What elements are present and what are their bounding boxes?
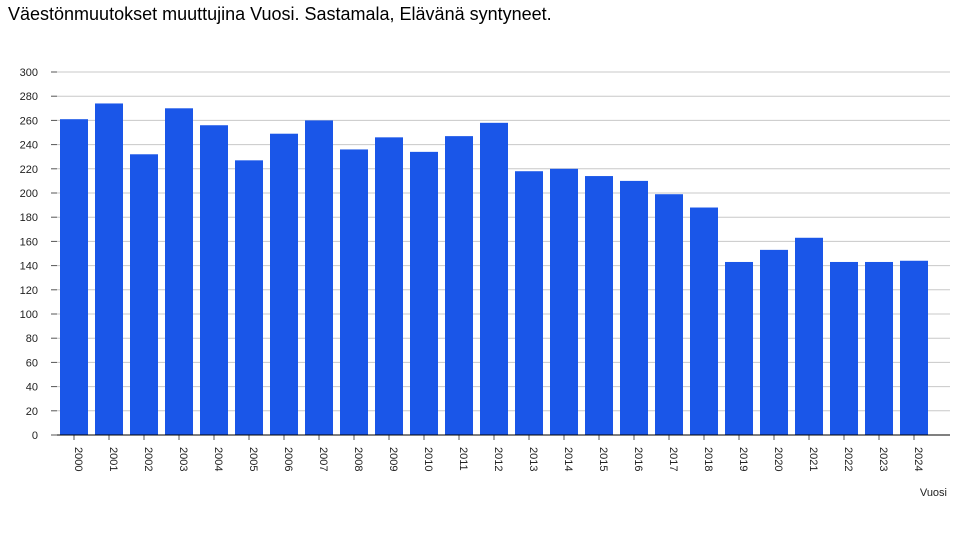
y-tick-label: 140 [20,261,38,273]
x-tick-label: 2012 [492,447,504,471]
x-tick-label: 2019 [737,447,749,471]
bar-2015 [585,176,613,435]
y-tick-label: 200 [20,188,38,200]
y-tick-label: 20 [26,406,38,418]
x-tick-label: 2018 [702,447,714,471]
x-tick-label: 2017 [667,447,679,471]
x-tick-label: 2015 [597,447,609,471]
bar-2003 [165,108,193,436]
y-tick-label: 60 [26,357,38,369]
bar-2004 [200,125,228,436]
x-tick-label: 2001 [107,447,119,471]
x-tick-label: 2011 [457,447,469,471]
x-tick-label: 2020 [772,447,784,471]
bar-2020 [760,249,788,435]
x-tick-label: 2022 [842,447,854,471]
x-tick-label: 2021 [807,447,819,471]
bar-2009 [375,137,403,435]
chart-title: Väestönmuutokset muuttujina Vuosi. Sasta… [8,4,552,24]
x-tick-label: 2014 [562,447,574,471]
bar-2002 [130,154,158,435]
x-tick-label: 2024 [912,447,924,471]
y-tick-label: 260 [20,115,38,127]
x-tick-label: 2005 [247,447,259,471]
bar-2018 [690,207,718,435]
x-tick-label: 2013 [527,447,539,471]
bar-2013 [515,171,543,435]
y-tick-label: 100 [20,309,38,321]
x-tick-label: 2023 [877,447,889,471]
bar-2019 [725,261,753,435]
y-tick-label: 0 [32,430,38,442]
bar-2008 [340,149,368,435]
bar-2022 [830,261,858,435]
x-tick-label: 2006 [282,447,294,471]
bar-2024 [900,260,928,435]
bar-2012 [480,122,508,435]
x-axis-ticks: 2000 2001 2002 2003 2004 2005 2006 2007 2008 2009… [72,435,924,471]
y-tick-label: 300 [20,67,38,79]
bar-2017 [655,194,683,435]
bar-2005 [235,160,263,435]
y-axis-ticks: 0 20 40 60 80 100 120 140 160 180 200 220 240 260 280 3… [20,67,57,442]
x-tick-label: 2004 [212,447,224,471]
x-tick-label: 2000 [72,447,84,471]
bar-2006 [270,133,298,435]
x-tick-label: 2009 [387,447,399,471]
bar-2007 [305,120,333,436]
bar-2001 [95,103,123,436]
bar-2000 [60,119,88,435]
bar-2014 [550,168,578,436]
y-tick-label: 280 [20,91,38,103]
x-tick-label: 2003 [177,447,189,471]
y-tick-label: 80 [26,333,38,345]
bars [60,103,928,436]
x-axis-title: Vuosi [920,487,947,499]
bar-2023 [865,261,893,435]
x-tick-label: 2002 [142,447,154,471]
y-tick-label: 240 [20,140,38,152]
y-tick-label: 220 [20,164,38,176]
x-tick-label: 2007 [317,447,329,471]
y-tick-label: 180 [20,212,38,224]
x-tick-label: 2008 [352,447,364,471]
y-tick-label: 160 [20,236,38,248]
y-tick-label: 120 [20,285,38,297]
bar-2016 [620,180,648,435]
bar-2010 [410,151,438,436]
y-tick-label: 40 [26,382,38,394]
bar-2021 [795,237,823,435]
x-tick-label: 2016 [632,447,644,471]
x-tick-label: 2010 [422,447,434,471]
bar-2011 [445,136,473,435]
